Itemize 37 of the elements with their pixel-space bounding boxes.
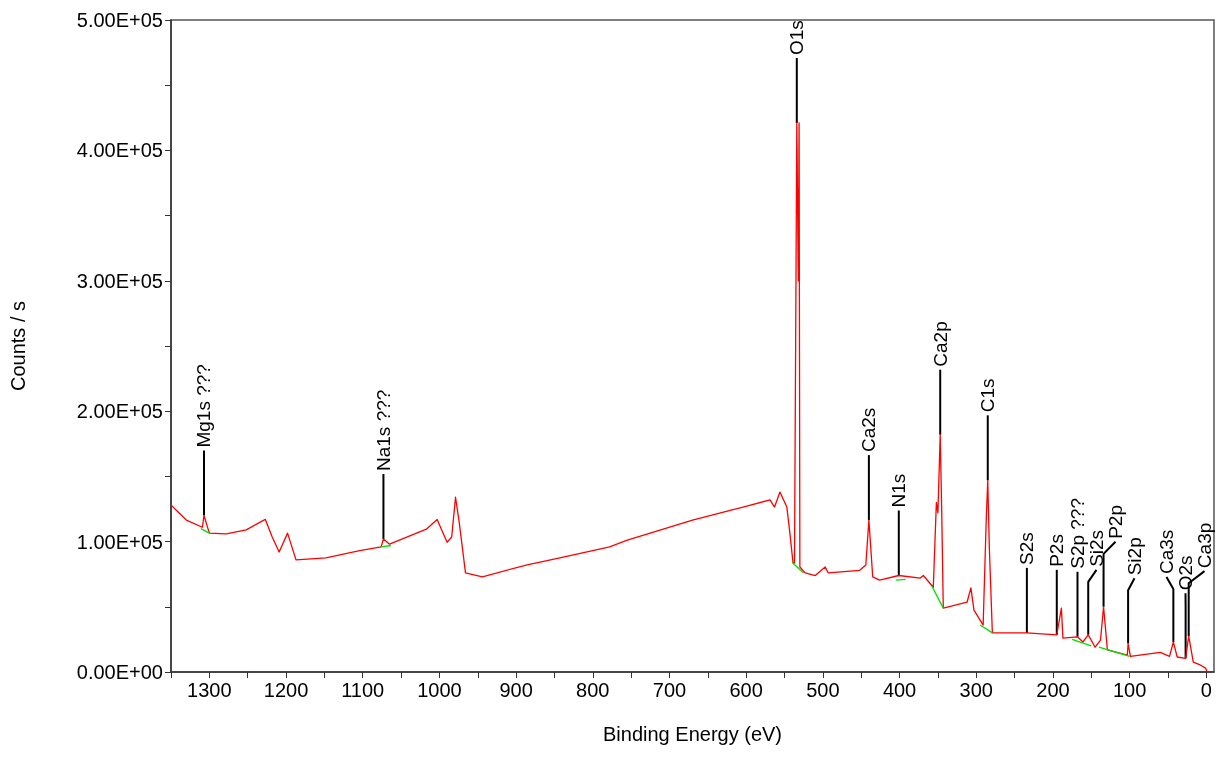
- x-tick-label: 600: [729, 679, 763, 701]
- x-tick-label: 700: [652, 679, 687, 701]
- x-tick-label: 400: [882, 679, 917, 701]
- y-tick-label: 0.00E+00: [76, 661, 163, 683]
- annotation: P2s: [1046, 534, 1068, 567]
- annotation: Ca2s: [858, 407, 880, 453]
- x-tick-label: 900: [499, 679, 533, 701]
- annotation: C1s: [977, 378, 999, 413]
- x-tick-label: 300: [959, 679, 993, 701]
- annotation: O2s: [1175, 555, 1196, 591]
- y-tick-label: 5.00E+05: [76, 9, 163, 31]
- annotation: P2p: [1104, 504, 1126, 539]
- annotation: S2p ???: [1066, 498, 1088, 569]
- x-tick-label: 1300: [187, 679, 232, 701]
- annotation: Na1s ???: [372, 389, 394, 471]
- x-tick-label: 500: [806, 679, 840, 701]
- x-tick-label: 1000: [417, 679, 462, 701]
- annotation: Ca3s: [1156, 529, 1177, 575]
- annotation: Ca2p: [929, 321, 951, 367]
- x-tick-label: 1200: [263, 679, 309, 701]
- x-tick-label: 200: [1036, 679, 1070, 701]
- x-tick-label: 1100: [341, 679, 385, 701]
- y-tick-label: 3.00E+05: [76, 269, 163, 292]
- x-tick-label: 800: [576, 679, 610, 701]
- annotation: Si2p: [1123, 537, 1145, 576]
- annotation: Mg1s ???: [193, 364, 215, 448]
- y-tick-label: 4.00E+05: [76, 139, 163, 162]
- annotation: S2s: [1016, 532, 1038, 565]
- x-axis-title: Binding Energy (eV): [603, 723, 782, 745]
- annotation: Ca3p: [1194, 522, 1215, 569]
- annotation: O1s: [786, 20, 808, 56]
- y-tick-label: 2.00E+05: [76, 400, 163, 423]
- annotation: N1s: [888, 473, 910, 508]
- x-tick-label: 0: [1200, 679, 1212, 701]
- x-tick-label: 100: [1112, 679, 1147, 701]
- y-axis-title: Counts / s: [7, 300, 29, 392]
- y-tick-label: 1.00E+05: [76, 530, 163, 553]
